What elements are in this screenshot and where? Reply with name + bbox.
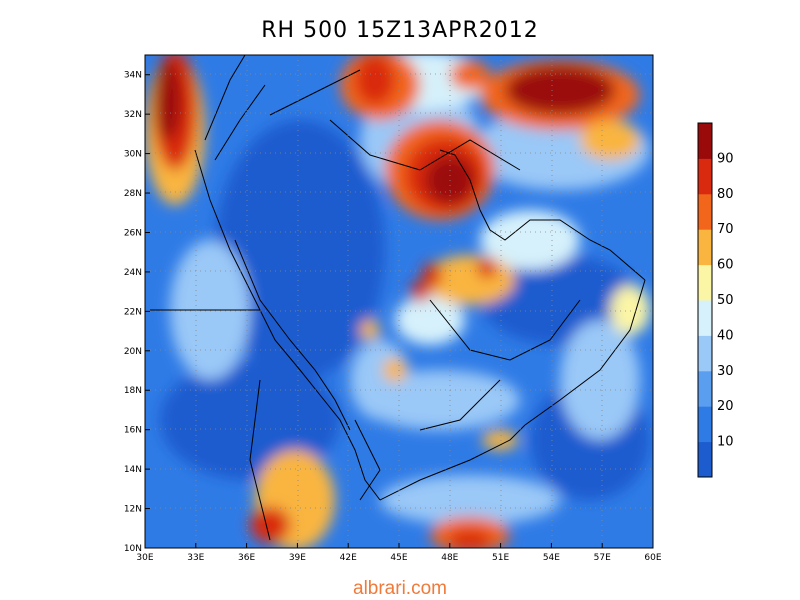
x-tick-label: 51E <box>492 553 509 563</box>
y-tick-label: 18N <box>124 386 142 396</box>
y-tick-label: 10N <box>124 544 142 554</box>
y-tick-label: 12N <box>124 505 142 515</box>
colorbar-label: 90 <box>717 151 734 166</box>
y-tick-label: 32N <box>124 110 142 120</box>
coastlines <box>150 55 646 541</box>
colorbar-swatch <box>698 193 712 230</box>
y-tick-label: 22N <box>124 307 142 317</box>
y-tick-label: 34N <box>124 71 142 81</box>
x-tick-label: 33E <box>187 553 204 563</box>
x-tick-label: 36E <box>238 553 255 563</box>
x-tick-label: 45E <box>390 553 407 563</box>
x-tick-label: 48E <box>441 553 458 563</box>
grid <box>145 55 653 548</box>
colorbar-swatch <box>698 229 712 266</box>
colorbar-frame <box>697 122 713 478</box>
y-tick-label: 28N <box>124 189 142 199</box>
y-tick-label: 30N <box>124 150 142 160</box>
colorbar-swatch <box>698 158 712 195</box>
colorbar-swatch <box>698 335 712 372</box>
y-axis-ticks: 10N 12N 14N 16N 18N 20N 22N 24N 26N 28N 30N 32N 34N <box>124 71 150 554</box>
y-tick-label: 16N <box>124 426 142 436</box>
y-tick-label: 14N <box>124 465 142 475</box>
map-title: RH 500 15Z13APR2012 <box>261 18 539 43</box>
colorbar-swatch <box>698 406 712 443</box>
y-tick-label: 26N <box>124 228 142 238</box>
colorbar: 10 20 30 40 50 60 70 80 90 <box>697 122 734 478</box>
x-tick-label: 54E <box>543 553 560 563</box>
colorbar-label: 60 <box>717 258 734 273</box>
colorbar-swatch <box>698 264 712 301</box>
colorbar-swatch <box>698 441 712 478</box>
x-tick-label: 60E <box>644 553 661 563</box>
x-axis-ticks: 30E 33E 36E 39E 42E 45E 48E 51E 54E 57E 60E <box>136 543 662 563</box>
x-tick-label: 39E <box>289 553 306 563</box>
colorbar-swatch <box>698 123 712 159</box>
colorbar-label: 10 <box>717 435 734 450</box>
colorbar-swatch <box>698 370 712 407</box>
x-tick-label: 30E <box>136 553 153 563</box>
colorbar-label: 80 <box>717 187 734 202</box>
colorbar-label: 30 <box>717 364 734 379</box>
colorbar-label: 40 <box>717 328 734 343</box>
colorbar-label: 20 <box>717 399 734 414</box>
watermark: albrari.com <box>353 578 447 599</box>
y-tick-label: 24N <box>124 268 142 278</box>
colorbar-label: 70 <box>717 222 734 237</box>
x-tick-label: 42E <box>340 553 357 563</box>
x-tick-label: 57E <box>594 553 611 563</box>
y-tick-label: 20N <box>124 347 142 357</box>
colorbar-label: 50 <box>717 293 734 308</box>
colorbar-swatch <box>698 300 712 336</box>
